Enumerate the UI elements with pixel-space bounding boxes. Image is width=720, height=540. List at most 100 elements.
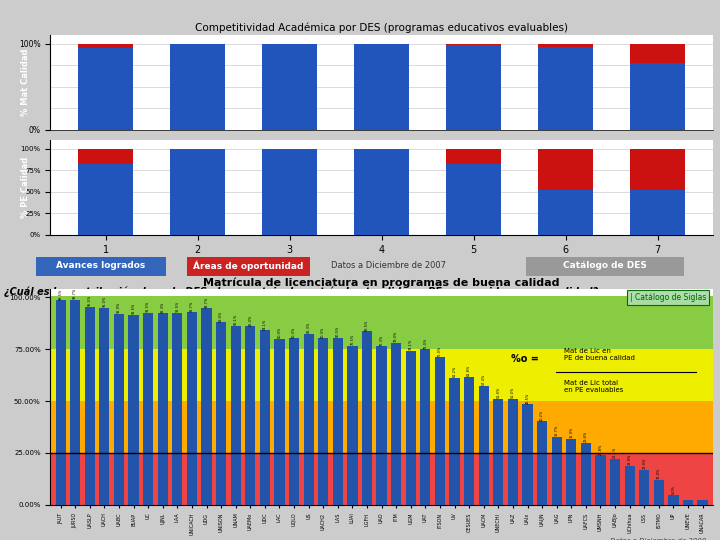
Text: 57.4%: 57.4% xyxy=(482,374,486,385)
Bar xyxy=(362,332,372,505)
Text: 17.0%: 17.0% xyxy=(642,458,647,469)
Bar xyxy=(630,149,685,190)
Bar xyxy=(78,165,133,235)
Text: 95.0%: 95.0% xyxy=(102,296,107,307)
Bar xyxy=(50,349,713,401)
Text: 51.0%: 51.0% xyxy=(496,387,500,399)
Bar xyxy=(630,44,685,63)
Bar xyxy=(158,313,168,505)
Bar xyxy=(624,465,635,505)
Bar xyxy=(114,314,124,505)
Bar xyxy=(50,401,713,453)
Bar xyxy=(698,500,708,505)
Bar xyxy=(347,346,358,505)
Bar xyxy=(595,455,606,505)
Bar xyxy=(552,437,562,505)
Bar xyxy=(172,313,182,505)
Bar xyxy=(55,300,66,505)
Title: Competitividad Académica por DES (programas educativos evaluables): Competitividad Académica por DES (progra… xyxy=(195,23,568,33)
Text: 88.0%: 88.0% xyxy=(219,310,223,321)
Bar xyxy=(70,300,81,505)
Bar xyxy=(538,190,593,235)
Text: Datos a Diciembre de 2000: Datos a Diciembre de 2000 xyxy=(610,538,706,540)
Text: 91.5%: 91.5% xyxy=(132,303,135,314)
Text: 98.7%: 98.7% xyxy=(73,288,77,299)
Bar xyxy=(668,495,678,505)
Bar xyxy=(186,312,197,505)
Text: 80.0%: 80.0% xyxy=(277,327,282,338)
Bar xyxy=(246,326,256,505)
Bar xyxy=(654,480,664,505)
Text: 98.5%: 98.5% xyxy=(58,288,63,300)
Bar xyxy=(391,343,401,505)
Text: 92.5%: 92.5% xyxy=(146,301,150,312)
Text: ¿Cuál es la contribución de cada DES al porcentaje de matrícula atendida en PE r: ¿Cuál es la contribución de cada DES al … xyxy=(4,286,598,297)
Bar xyxy=(639,470,649,505)
Bar xyxy=(274,339,284,505)
Text: 95.5%: 95.5% xyxy=(88,295,91,306)
Text: | Catálogo de Siglas: | Catálogo de Siglas xyxy=(630,293,706,302)
Bar xyxy=(523,404,533,505)
Bar xyxy=(493,399,503,505)
Bar xyxy=(630,190,685,235)
Text: 22.1%: 22.1% xyxy=(613,447,617,458)
Text: 71.0%: 71.0% xyxy=(438,346,442,357)
Text: 5.0%: 5.0% xyxy=(672,485,675,494)
Text: 61.2%: 61.2% xyxy=(453,366,456,377)
Bar xyxy=(304,334,314,505)
Bar xyxy=(446,149,501,165)
FancyBboxPatch shape xyxy=(526,257,684,276)
Bar xyxy=(50,296,713,349)
Bar xyxy=(78,149,133,165)
Bar xyxy=(50,453,713,505)
Bar xyxy=(377,347,387,505)
Text: 84.1%: 84.1% xyxy=(263,319,267,329)
FancyBboxPatch shape xyxy=(187,257,310,276)
Text: 51.0%: 51.0% xyxy=(511,387,515,399)
Bar xyxy=(610,459,620,505)
Bar xyxy=(538,44,593,47)
Bar xyxy=(202,308,212,505)
Text: 92.7%: 92.7% xyxy=(190,300,194,312)
Text: 86.0%: 86.0% xyxy=(248,314,252,326)
Text: 83.5%: 83.5% xyxy=(365,320,369,331)
Bar xyxy=(354,44,409,130)
Text: 94.7%: 94.7% xyxy=(204,296,209,308)
Bar xyxy=(435,357,445,505)
Text: 48.5%: 48.5% xyxy=(526,392,529,403)
Bar xyxy=(318,338,328,505)
Bar xyxy=(170,149,225,235)
Bar xyxy=(537,421,547,505)
Text: 76.5%: 76.5% xyxy=(351,334,354,346)
Bar xyxy=(99,308,109,505)
Text: Catálogo de DES: Catálogo de DES xyxy=(563,261,647,271)
Text: 80.3%: 80.3% xyxy=(321,326,325,338)
Bar xyxy=(170,44,225,130)
Text: 74.1%: 74.1% xyxy=(409,339,413,350)
Bar xyxy=(683,500,693,505)
Bar xyxy=(333,338,343,505)
Text: 29.8%: 29.8% xyxy=(584,431,588,442)
Text: 86.1%: 86.1% xyxy=(234,314,238,326)
Text: 61.8%: 61.8% xyxy=(467,364,471,376)
Text: 31.9%: 31.9% xyxy=(570,427,573,438)
Text: Áreas de oportunidad: Áreas de oportunidad xyxy=(193,261,304,271)
Text: 76.3%: 76.3% xyxy=(379,335,384,346)
Text: 12.0%: 12.0% xyxy=(657,468,661,480)
Bar xyxy=(262,149,318,235)
Title: Matrícula de licenciatura en programas de buena calidad: Matrícula de licenciatura en programas d… xyxy=(203,278,560,288)
Bar xyxy=(508,399,518,505)
Bar xyxy=(538,47,593,130)
FancyBboxPatch shape xyxy=(36,257,166,276)
Bar xyxy=(85,307,95,505)
Bar xyxy=(449,378,459,505)
Bar xyxy=(630,63,685,130)
Bar xyxy=(78,48,133,130)
Bar xyxy=(581,443,591,505)
Bar xyxy=(538,149,593,190)
Bar xyxy=(479,386,489,505)
Bar xyxy=(354,149,409,235)
Text: 91.9%: 91.9% xyxy=(117,302,121,313)
Text: Datos a Diciembre de 2007: Datos a Diciembre de 2007 xyxy=(331,261,446,271)
Bar xyxy=(230,326,240,505)
